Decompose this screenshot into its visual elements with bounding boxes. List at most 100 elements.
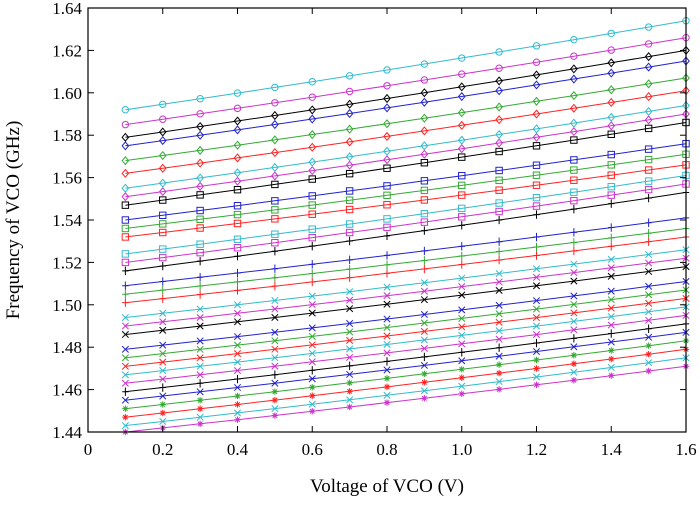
data-point [308, 292, 316, 300]
data-point [159, 220, 167, 228]
data-point [309, 277, 316, 287]
data-point [308, 157, 317, 167]
data-point [532, 96, 541, 106]
data-point [271, 119, 279, 130]
data-point [532, 109, 541, 119]
data-point [271, 264, 279, 273]
data-point [159, 277, 166, 286]
data-point [383, 119, 391, 129]
data-point [644, 177, 653, 185]
data-point [570, 238, 578, 247]
series-line [125, 20, 687, 111]
data-point [570, 166, 578, 174]
data-point [495, 335, 503, 343]
data-point [233, 202, 242, 210]
data-point [570, 334, 578, 343]
data-point [644, 79, 653, 89]
data-point [570, 35, 578, 44]
data-point [196, 145, 204, 155]
data-point [644, 124, 653, 133]
data-point [644, 155, 653, 164]
data-point [121, 330, 129, 339]
series-line [125, 323, 687, 393]
data-point [420, 319, 428, 327]
data-point [495, 286, 503, 295]
data-point [458, 314, 466, 322]
data-point [458, 153, 466, 161]
data-point [570, 246, 578, 256]
data-point [234, 401, 241, 408]
series-2 [121, 354, 690, 430]
data-point [233, 301, 242, 309]
data-point [122, 266, 129, 276]
data-point [645, 367, 652, 375]
data-point [533, 338, 540, 348]
data-point [308, 301, 316, 309]
data-point [383, 349, 391, 357]
data-point [495, 247, 503, 256]
data-point [346, 370, 354, 378]
data-point [308, 192, 316, 200]
data-point [495, 138, 503, 148]
data-point [271, 337, 279, 345]
data-point [570, 103, 578, 113]
series-6 [122, 319, 690, 396]
data-point [345, 152, 354, 162]
data-point [122, 290, 129, 299]
data-point [271, 135, 279, 145]
data-point [271, 197, 279, 205]
data-point [645, 291, 653, 299]
data-point [532, 132, 541, 142]
data-point [607, 296, 615, 304]
series-line [125, 314, 687, 384]
data-point [495, 369, 503, 377]
data-point [383, 201, 391, 209]
data-point [233, 366, 242, 375]
data-point [121, 224, 130, 233]
data-point [421, 352, 428, 362]
data-point [159, 285, 166, 295]
data-point [645, 282, 653, 290]
data-point [383, 366, 391, 374]
data-point [159, 341, 167, 349]
data-point [570, 90, 578, 101]
data-point [570, 228, 578, 237]
data-point [570, 317, 578, 325]
data-point [645, 324, 652, 333]
data-point [495, 186, 503, 194]
data-point [271, 246, 279, 256]
data-point [159, 253, 167, 262]
data-point [495, 129, 503, 140]
data-point [233, 104, 242, 113]
data-point [271, 148, 279, 158]
data-point [196, 206, 204, 215]
data-point [308, 129, 317, 140]
data-point [645, 299, 653, 307]
data-point [196, 420, 204, 428]
data-point [495, 48, 503, 56]
y-tick-label: 1.64 [52, 0, 82, 18]
data-point [645, 308, 653, 316]
data-point [608, 199, 615, 208]
series-22 [121, 150, 690, 233]
data-point [159, 309, 167, 317]
data-point [458, 181, 466, 190]
series-9 [121, 294, 690, 370]
data-point [234, 286, 241, 295]
data-point [608, 329, 615, 338]
data-point [233, 235, 242, 243]
series-line [125, 266, 687, 335]
data-point [383, 357, 391, 366]
data-point [458, 260, 465, 269]
data-point [458, 54, 466, 62]
data-point [346, 296, 354, 304]
y-tick-label: 1.54 [52, 211, 82, 230]
data-point [345, 205, 354, 214]
series-line [125, 113, 687, 198]
data-point [495, 147, 503, 156]
data-point [271, 396, 279, 404]
data-point [308, 175, 316, 183]
data-point [308, 324, 316, 332]
data-point [309, 408, 316, 415]
data-point [495, 166, 503, 175]
